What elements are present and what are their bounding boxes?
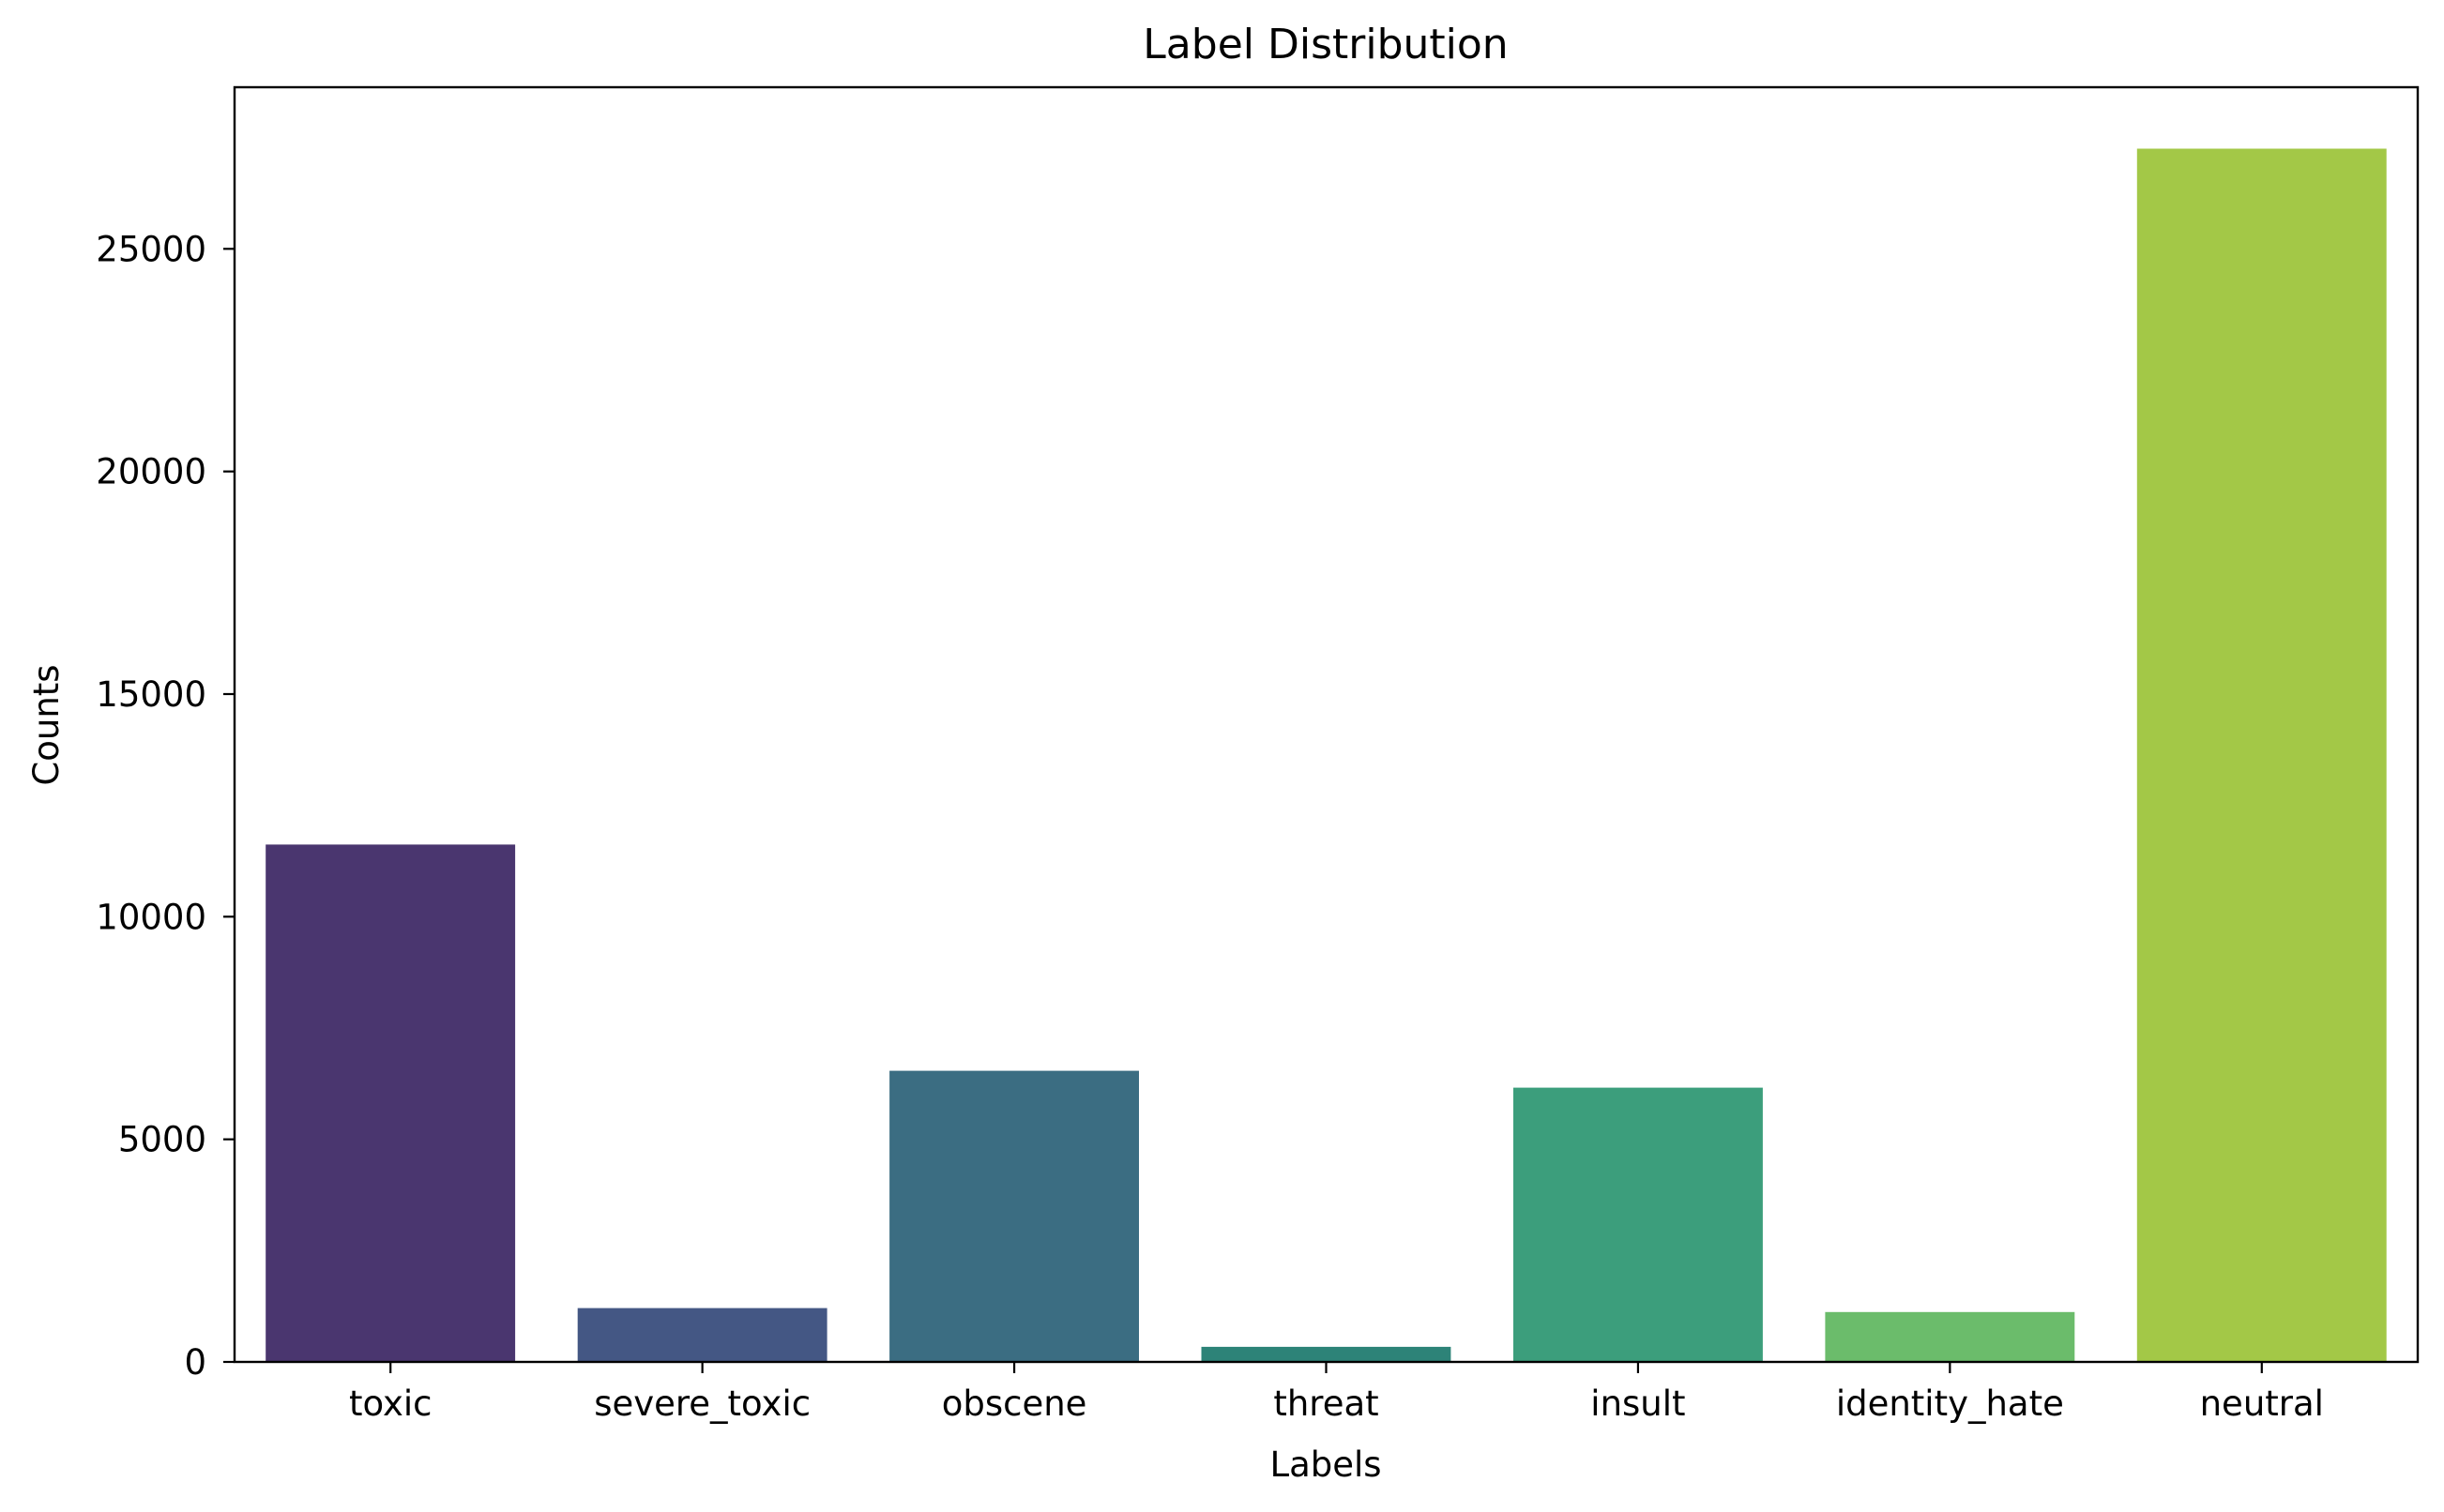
y-tick-label: 0 [184, 1342, 206, 1383]
ticks-layer: toxic severe_toxic obscene threat insult iden… [96, 229, 2324, 1424]
y-tick-label: 5000 [118, 1120, 206, 1160]
bars-layer [266, 148, 2387, 1362]
x-tick-label: obscene [942, 1383, 1087, 1424]
y-tick-label: 10000 [96, 897, 206, 937]
bar-toxic [266, 844, 516, 1362]
x-tick-label: toxic [349, 1383, 433, 1424]
bar-neutral [2136, 148, 2387, 1362]
x-tick-label: neutral [2200, 1383, 2324, 1424]
bar-insult [1513, 1087, 1763, 1362]
x-axis-label: Labels [1269, 1444, 1381, 1485]
x-tick-label: insult [1590, 1383, 1685, 1424]
bar-obscene [889, 1070, 1139, 1362]
y-tick-label: 25000 [96, 229, 206, 269]
bar-severe-toxic [577, 1308, 827, 1362]
x-tick-label: threat [1273, 1383, 1378, 1424]
bar-threat [1201, 1346, 1451, 1362]
y-tick-label: 15000 [96, 674, 206, 715]
plot-frame [233, 85, 2420, 1364]
chart-title: Label Distribution [1143, 21, 1508, 68]
y-axis-label: Counts [26, 664, 67, 785]
x-tick-label: identity_hate [1836, 1383, 2064, 1424]
y-tick-label: 20000 [96, 452, 206, 492]
bar-identity-hate [1825, 1311, 2075, 1362]
x-tick-label: severe_toxic [594, 1383, 811, 1424]
